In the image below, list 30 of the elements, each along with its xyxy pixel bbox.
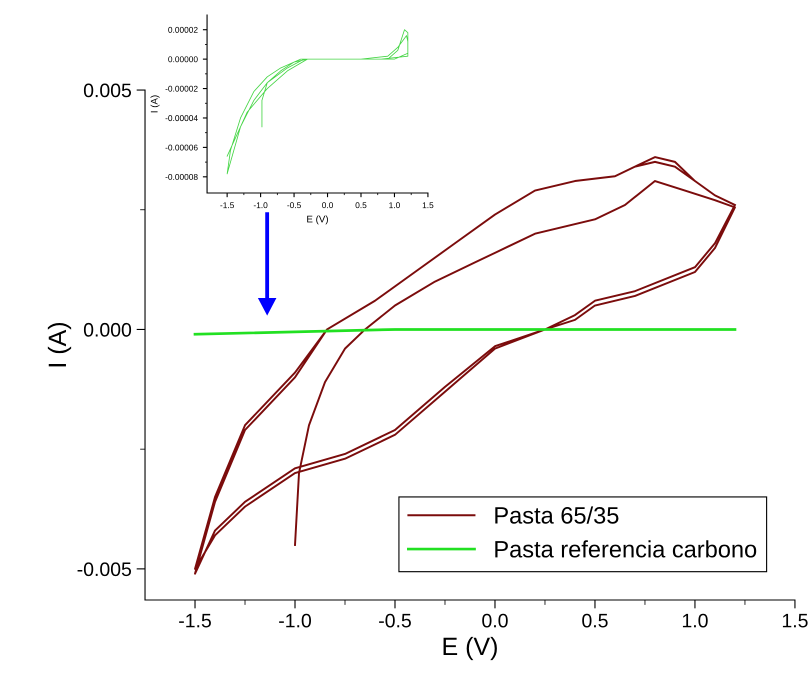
x-tick-label: 1.5 (782, 614, 808, 628)
x-tick-label: 0.0 (482, 614, 508, 628)
y-axis-title: I (A) (150, 95, 160, 112)
x-tick-label: 1.0 (389, 202, 400, 208)
x-tick-label: -1.5 (220, 202, 234, 208)
y-tick-label: 0.005 (84, 84, 132, 98)
x-tick-label: 0.0 (322, 202, 333, 208)
y-tick-label: 0.000 (84, 322, 132, 337)
x-tick-label: -1.0 (279, 614, 311, 628)
y-tick-label: -0.00006 (166, 144, 198, 150)
y-tick-label: -0.005 (78, 562, 132, 576)
x-tick-label: 0.5 (356, 202, 366, 208)
y-axis-title: I (A) (48, 322, 72, 366)
x-axis-title: E (V) (444, 636, 497, 660)
legend-label: Pasta referencia carbono (495, 540, 756, 558)
y-tick-label: -0.00008 (166, 174, 198, 180)
legend-label: Pasta 65/35 (495, 506, 618, 524)
x-tick-label: -0.5 (287, 202, 301, 208)
y-tick-label: -0.00004 (166, 115, 198, 122)
y-tick-label: 0.00002 (168, 26, 198, 33)
x-tick-label: -0.5 (379, 614, 411, 628)
x-tick-label: 1.5 (422, 202, 434, 208)
x-axis-title: E (V) (307, 215, 328, 224)
x-tick-label: 1.0 (682, 614, 708, 628)
line-series (226, 29, 408, 174)
x-tick-label: -1.0 (254, 202, 268, 208)
y-tick-label: -0.00002 (166, 86, 198, 92)
x-tick-label: 0.5 (582, 614, 608, 628)
x-tick-label: -1.5 (179, 614, 211, 628)
y-tick-label: 0.00000 (168, 56, 198, 62)
